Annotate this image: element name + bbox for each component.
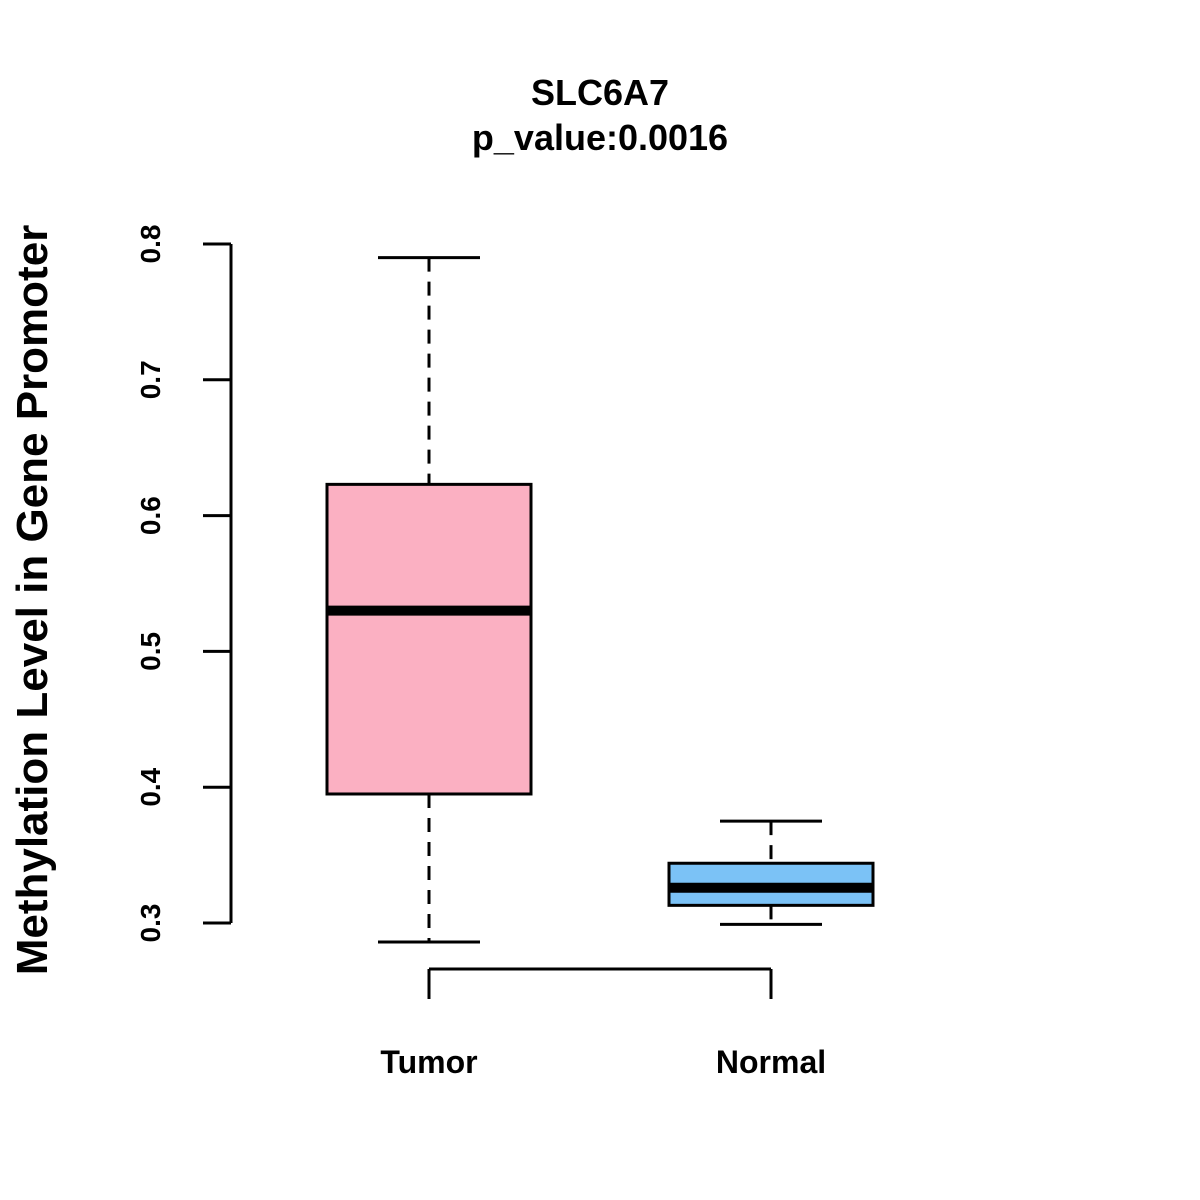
y-tick-label: 0.6 [135, 496, 166, 535]
iqr-box [325, 482, 533, 796]
y-axis: 0.3 0.4 0.5 0.6 0.7 0.8 [135, 225, 233, 943]
x-axis: Tumor Normal [380, 967, 826, 1080]
y-tick-label: 0.5 [135, 632, 166, 671]
y-axis-label: Methylation Level in Gene Promoter [8, 225, 57, 976]
box-normal [667, 819, 875, 926]
chart-title: SLC6A7 [531, 72, 669, 113]
y-tick-label: 0.3 [135, 904, 166, 943]
x-tick-label-tumor: Tumor [380, 1044, 477, 1080]
y-tick-label: 0.4 [135, 767, 166, 806]
box-tumor [325, 256, 533, 944]
box-group [325, 256, 875, 944]
chart-subtitle: p_value:0.0016 [472, 117, 728, 158]
y-tick-label: 0.8 [135, 225, 166, 264]
x-tick-label-normal: Normal [716, 1044, 826, 1080]
y-tick-label: 0.7 [135, 360, 166, 399]
